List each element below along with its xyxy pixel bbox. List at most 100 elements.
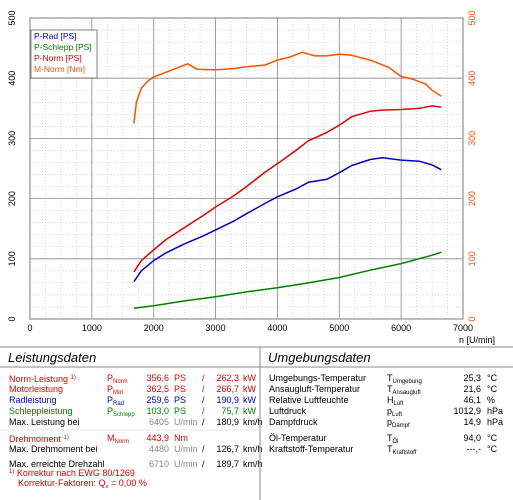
row-unit-2: kW	[243, 395, 256, 405]
y-left-tick-label: 400	[7, 71, 17, 86]
leistung-row: Max. erreichte Drehzahl 6710 U/min / 189,7 km…	[9, 459, 263, 470]
row-label: Drehmoment 1)	[9, 434, 69, 444]
row-unit: °C	[487, 444, 498, 454]
row-value-1: 6710	[148, 459, 169, 469]
x-tick-label: 1000	[82, 323, 102, 333]
row-label: Relative Luftfeuchte	[269, 395, 349, 405]
x-tick-label: 6000	[391, 323, 411, 333]
row-value-2: 180,9	[216, 417, 239, 427]
y-right-tick-label: 200	[467, 191, 477, 206]
y-right-tick-label: 0	[467, 316, 477, 321]
row-unit-1: U/min	[174, 417, 198, 427]
row-value-1: 259,6	[146, 395, 169, 405]
y-left-tick-label: 0	[7, 316, 17, 321]
row-symbol: PRad	[107, 395, 125, 407]
row-unit: %	[487, 395, 496, 405]
y-right-tick-label: 400	[467, 71, 477, 86]
y-left-tick-label: 100	[7, 251, 17, 266]
leistung-row: Max. Drehmoment bei 4480 U/min / 126,7 km/h	[9, 444, 263, 455]
umgebung-row: Ansaugluft-Temperatur TAnsaugluft 21,6 °C	[269, 384, 509, 396]
row-value-1: 362,5	[146, 384, 169, 394]
row-value-1: 4480	[148, 444, 169, 454]
row-symbol: TKraftstoff	[387, 444, 417, 456]
series-line-1	[133, 251, 442, 309]
leistung-row: Norm-Leistung 1) PNorm 356,6 PS / 262,3 kW	[9, 373, 259, 385]
umgebung-row: Relative Luftfeuchte HLuft 46,1%	[269, 395, 509, 407]
y-left-tick-label: 500	[7, 10, 17, 25]
series-line-0	[133, 156, 442, 283]
row-separator: /	[202, 384, 205, 394]
y-right-tick-label: 300	[467, 131, 477, 146]
row-label: Radleistung	[9, 395, 57, 405]
row-label: Max. Leistung bei	[9, 417, 80, 427]
row-value-2: 190,9	[216, 395, 239, 405]
umgebung-row: Luftdruck pLuft 1012,9 hPa	[269, 406, 509, 418]
y-right-tick-label: 500	[467, 10, 477, 25]
row-value: 46,1	[463, 395, 481, 405]
row-label: Kraftstoff-Temperatur	[269, 444, 354, 454]
leistungsdaten-title: Leistungsdaten	[8, 350, 97, 365]
x-tick-label: 5000	[329, 323, 349, 333]
row-unit: °C	[487, 433, 498, 443]
row-value-1: 443,9	[146, 433, 169, 443]
footnote-ewg: 1) Korrektur nach EWG 80/1269	[9, 467, 135, 479]
row-symbol: PSchlepp	[107, 406, 135, 418]
row-separator: /	[202, 459, 205, 469]
row-value: 21,6	[463, 384, 481, 394]
footnote-factors-sub: v	[105, 484, 109, 490]
row-unit-2: km/h	[243, 459, 263, 469]
leistung-row: Max. Leistung bei 6405 U/min / 180,9 km/h	[9, 417, 263, 428]
row-symbol: pLuft	[387, 406, 403, 418]
row-value-1: 103,0	[146, 406, 169, 416]
footnote-factors: Korrektur-Faktoren: Qv = 0,00 %	[18, 478, 147, 493]
row-unit-1: U/min	[174, 444, 198, 454]
row-unit-1: PS	[174, 406, 187, 416]
leistung-row: Motorleistung PMot 362,5 PS / 266,7 kW	[9, 384, 259, 396]
row-separator: /	[202, 417, 205, 427]
footnote-mark: 1)	[9, 469, 15, 475]
footnote-factors-text: Korrektur-Faktoren: Q	[18, 478, 106, 488]
row-unit-1: PS	[174, 384, 187, 394]
row-symbol: TAnsaugluft	[387, 384, 421, 396]
row-label: Norm-Leistung 1)	[9, 374, 76, 384]
umgebungsdaten-title: Umgebungsdaten	[268, 350, 371, 365]
y-right-tick-label: 100	[467, 251, 477, 266]
row-value: 14,9	[463, 417, 481, 427]
row-label: Ansaugluft-Temperatur	[269, 384, 361, 394]
row-value-2: 75,7	[221, 406, 239, 416]
row-unit-2: kW	[243, 373, 256, 383]
row-unit-2: kW	[243, 406, 256, 416]
row-label: Umgebungs-Temperatur	[269, 373, 367, 383]
row-symbol: TÖl	[387, 433, 399, 445]
row-unit-2: km/h	[243, 417, 263, 427]
series-line-2	[133, 105, 442, 273]
row-symbol: TUmgebung	[387, 373, 422, 385]
row-symbol: MNorm	[107, 433, 130, 445]
row-unit: °C	[487, 373, 498, 383]
row-symbol: pDampf	[387, 417, 410, 429]
x-axis-label: n [U/min]	[459, 335, 495, 345]
row-separator: /	[202, 406, 205, 416]
row-symbol: PNorm	[107, 373, 128, 385]
row-symbol: HLuft	[387, 395, 404, 407]
row-label: Luftdruck	[269, 406, 307, 416]
row-label: Dampfdruck	[269, 417, 318, 427]
row-value-1: 6405	[148, 417, 169, 427]
row-symbol: PMot	[107, 384, 124, 396]
row-value-2: 262,3	[216, 373, 239, 383]
row-value-2: 189,7	[216, 459, 239, 469]
row-label: Motorleistung	[9, 384, 64, 394]
x-tick-label: 0	[27, 323, 32, 333]
series-line-3	[133, 51, 442, 124]
legend-entry: M-Norm [Nm]	[34, 64, 85, 74]
y-left-tick-label: 200	[7, 191, 17, 206]
x-tick-label: 7000	[453, 323, 473, 333]
x-tick-label: 4000	[267, 323, 287, 333]
x-tick-label: 3000	[206, 323, 226, 333]
umgebung-row: Umgebungs-Temperatur TUmgebung 25,3 °C	[269, 373, 509, 385]
footnote-factors-value: = 0,00 %	[111, 478, 147, 488]
row-unit-1: PS	[174, 395, 187, 405]
row-value: 94,0	[463, 433, 481, 443]
